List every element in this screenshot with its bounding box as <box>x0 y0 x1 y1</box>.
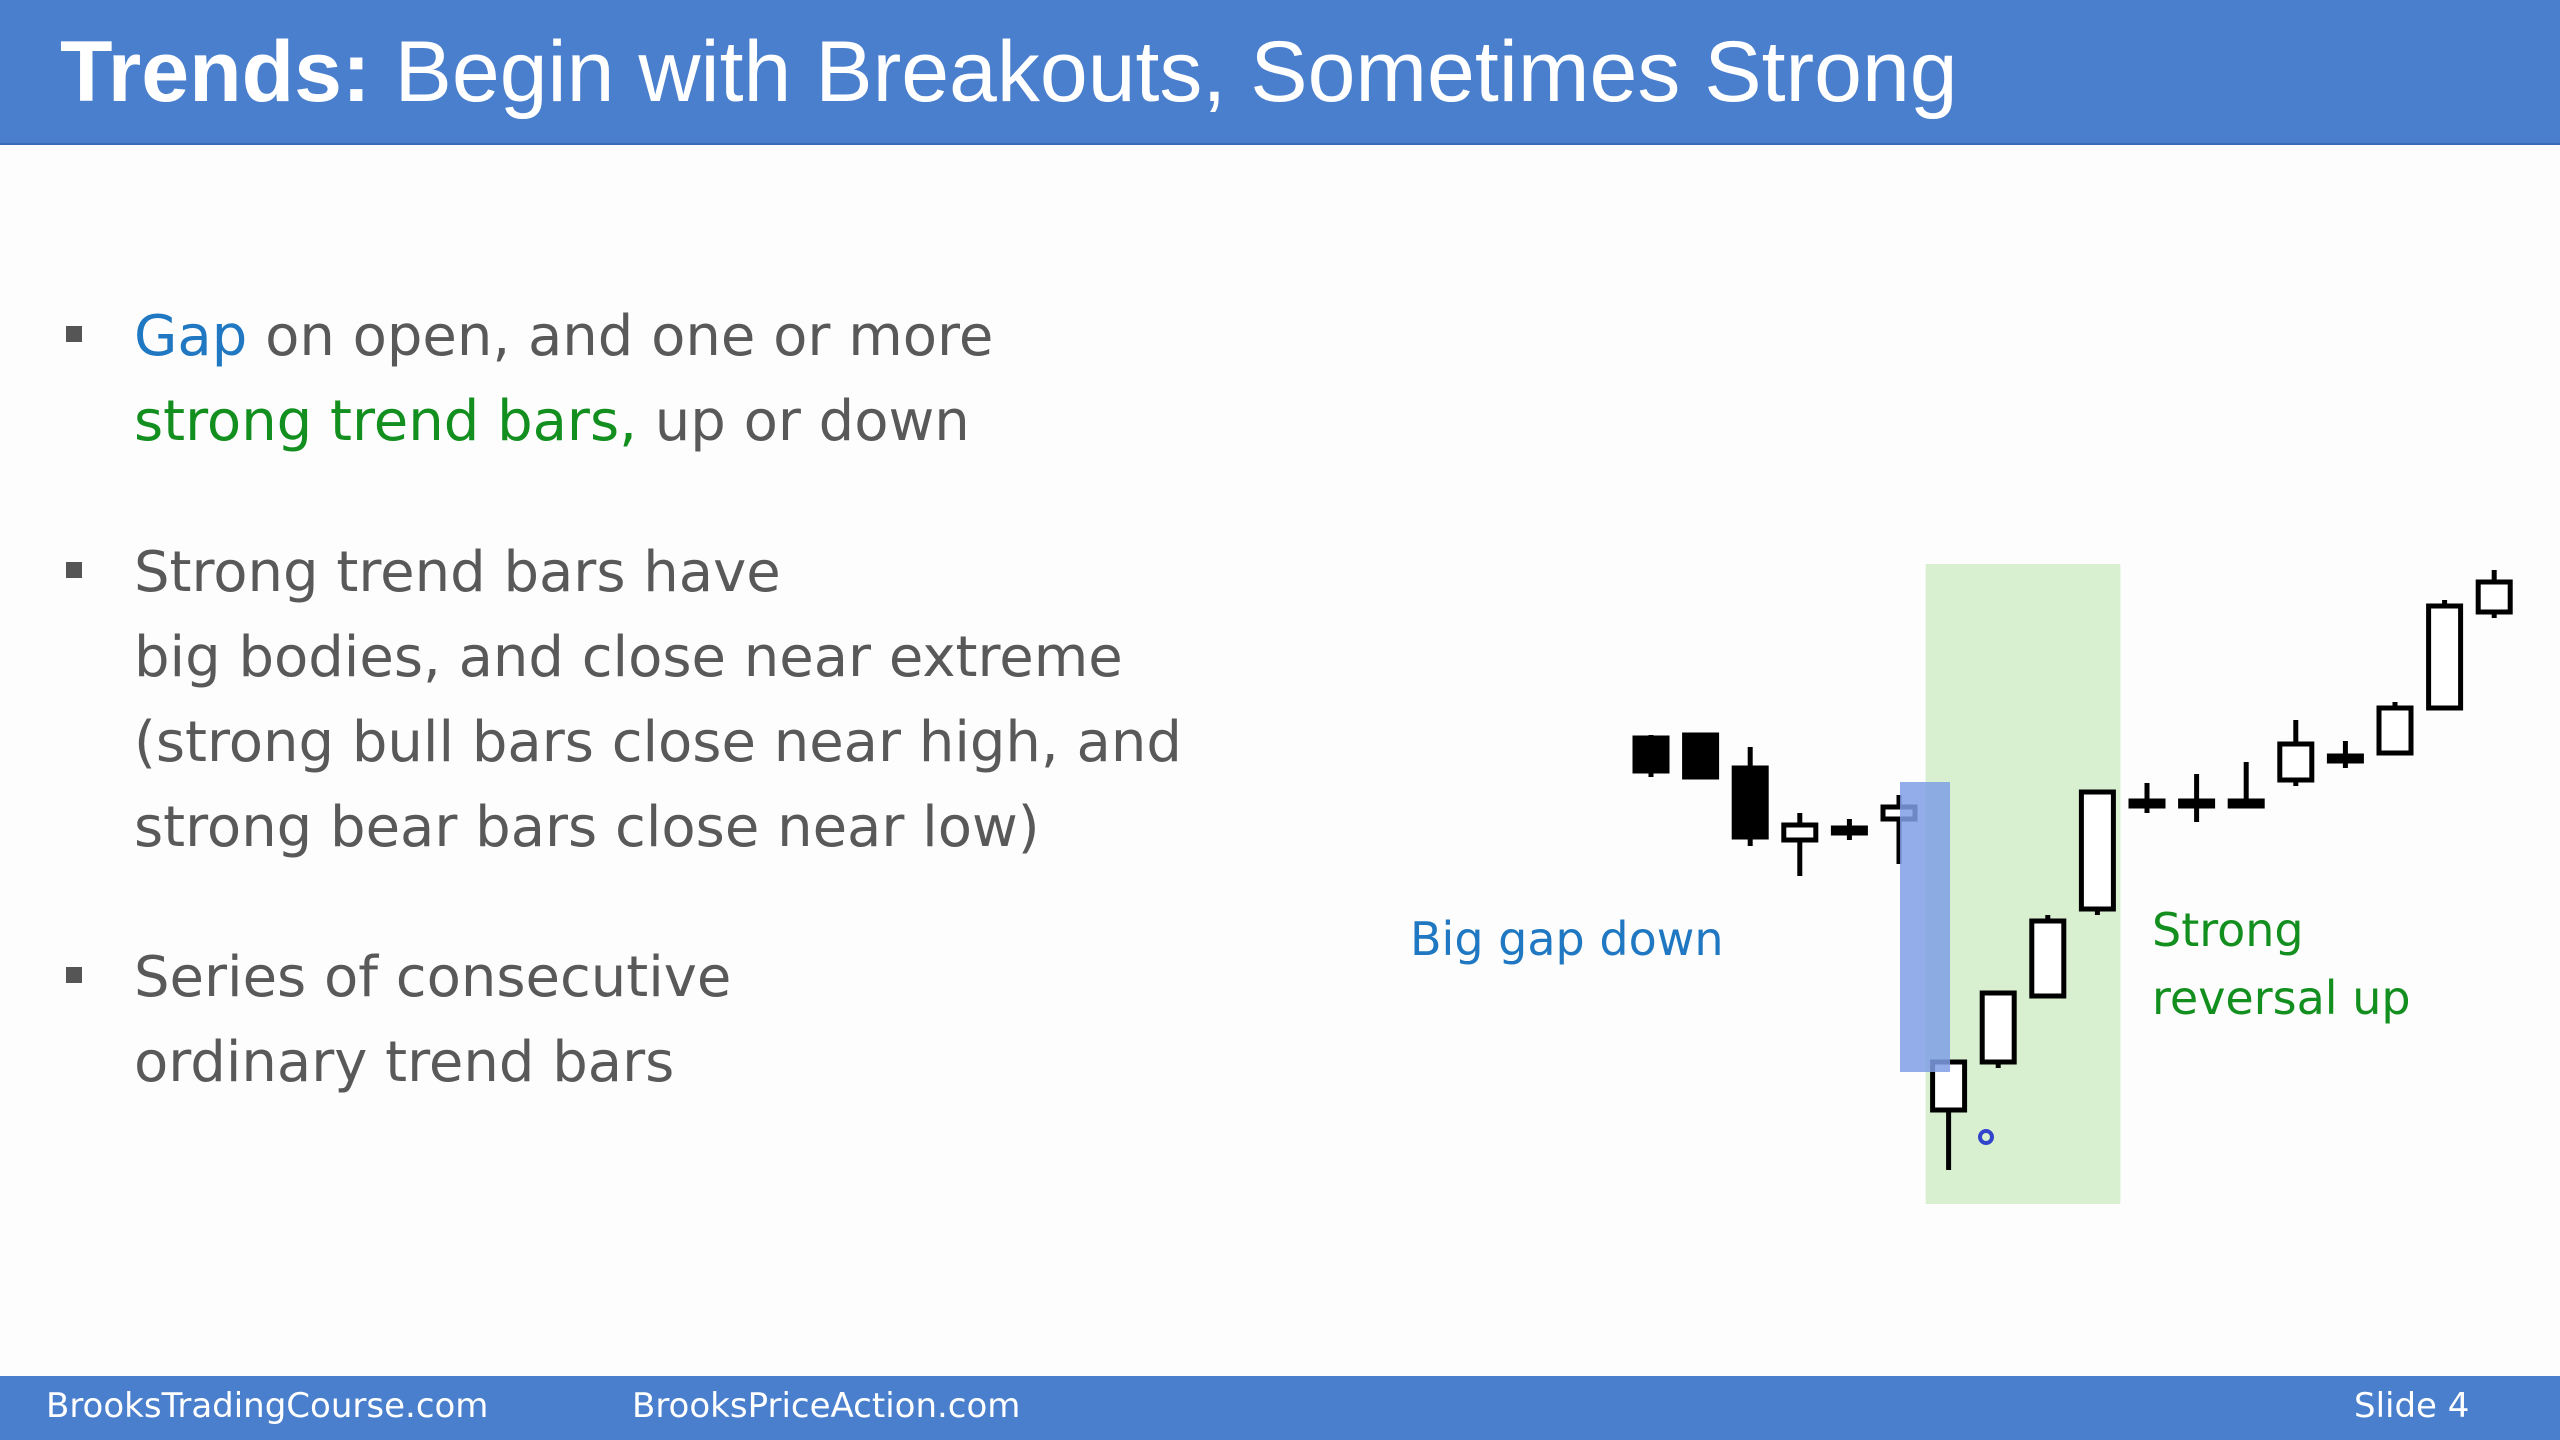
bullet-1-line-1: Gap on open, and one or more <box>134 294 993 379</box>
candle-bull-body <box>2227 798 2265 809</box>
footer-bar: BrooksTradingCourse.com BrooksPriceActio… <box>0 1376 2560 1440</box>
candle-bear-body <box>1682 732 1720 780</box>
candle-bull-body <box>2128 798 2166 809</box>
bullet-3-line-1: Series of consecutive <box>134 945 732 1010</box>
reversal-annotation-line-2: reversal up <box>2152 971 2411 1025</box>
candle-bull-body <box>2376 705 2414 756</box>
candle-bear-body <box>1731 765 1769 840</box>
gap-highlight: Gap <box>134 304 248 369</box>
bullet-text: up or down <box>636 389 970 454</box>
candle-bull-body <box>1979 990 2017 1065</box>
candle-bull-body <box>2078 789 2116 912</box>
footer-left-site: BrooksTradingCourse.com <box>46 1386 489 1426</box>
title-bold: Trends: <box>60 24 371 120</box>
gap-highlight-box <box>1900 782 1950 1072</box>
candle-bull-body <box>2178 798 2216 809</box>
strong-trend-bars-highlight: strong trend bars, <box>134 389 637 454</box>
bullet-2-line-3: (strong bull bars close near high, and <box>134 710 1182 775</box>
bullet-marker <box>66 562 82 578</box>
slide-title: Trends: Begin with Breakouts, Sometimes … <box>60 24 1958 120</box>
bullet-2-line-2: big bodies, and close near extreme <box>134 625 1123 690</box>
reversal-annotation-line-1: Strong <box>2152 903 2304 957</box>
slide-number: Slide 4 <box>2354 1386 2470 1426</box>
bullet-1-line-2: strong trend bars, up or down <box>134 379 970 464</box>
bullet-2-line-1: Strong trend bars have <box>134 540 781 605</box>
bullet-3-line-2: ordinary trend bars <box>134 1030 675 1095</box>
candle-bull-body <box>2475 579 2513 615</box>
candle-bull-body <box>2029 918 2067 999</box>
title-rest: Begin with Breakouts, Sometimes Strong <box>394 24 1958 120</box>
bullet-marker <box>66 967 82 983</box>
bullet-marker <box>66 326 82 342</box>
candle-bull-body <box>2326 753 2364 764</box>
candle-bear-body <box>1632 735 1670 774</box>
candle-bull-body <box>1781 822 1819 843</box>
candle-bull-body <box>1830 825 1868 836</box>
cursor-marker <box>1978 1129 1994 1145</box>
bullet-text: on open, and one or more <box>247 304 994 369</box>
title-bar: Trends: Begin with Breakouts, Sometimes … <box>0 0 2560 145</box>
gap-annotation: Big gap down <box>1410 912 1724 966</box>
candle-bull-body <box>2426 603 2464 711</box>
bullet-2-line-4: strong bear bars close near low) <box>134 795 1040 860</box>
footer-middle-site: BrooksPriceAction.com <box>632 1386 1021 1426</box>
candle-bull-body <box>2277 741 2315 783</box>
